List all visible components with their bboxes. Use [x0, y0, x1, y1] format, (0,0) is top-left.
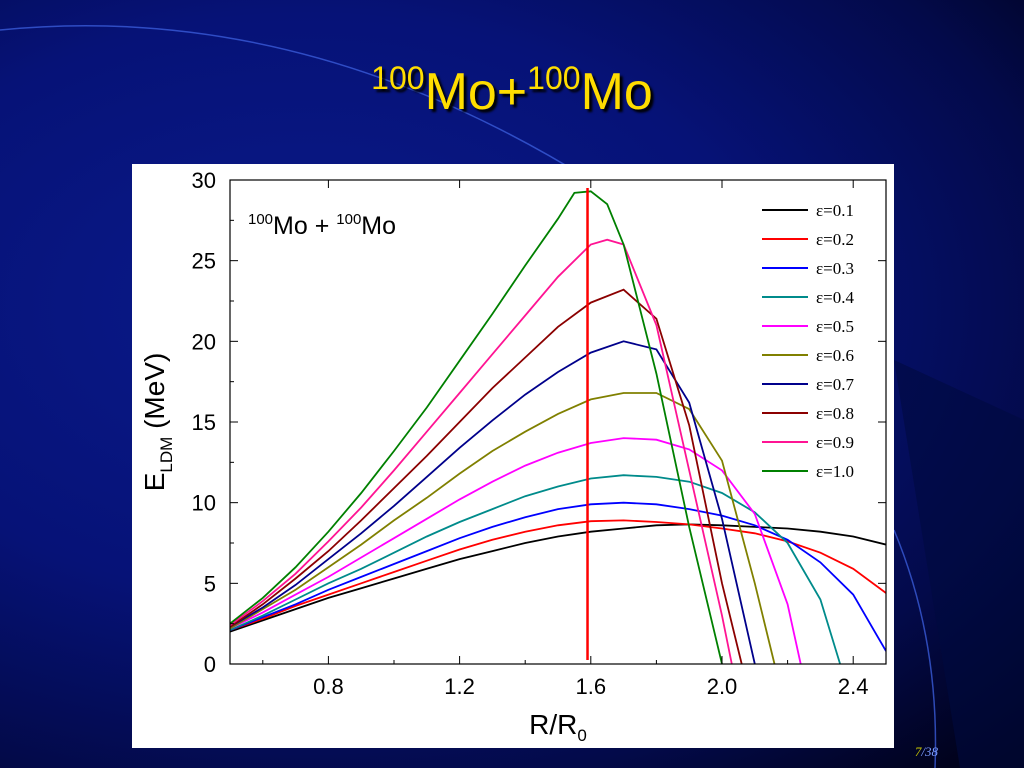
- series-line-1: [230, 523, 886, 633]
- chart-panel: 0.8 1.2 1.6 2.0 2.4 0 5 10 15 20 25 30 R/R0 ELDM (MeV…: [132, 164, 894, 748]
- page-number: 7/38: [915, 744, 938, 760]
- legend-label-6: ε=0.6: [816, 346, 854, 365]
- title-superscript-1: 100: [371, 60, 425, 96]
- plot-annotation: 100Mo + 100Mo: [248, 211, 396, 240]
- y-tick-label: 5: [204, 571, 216, 596]
- annotation-sup-1: 100: [248, 211, 273, 228]
- x-axis-label-main: R/R: [529, 709, 577, 740]
- series-line-2: [230, 519, 886, 631]
- y-axis-label-unit: (MeV): [139, 353, 170, 437]
- y-tick-label: 25: [192, 249, 216, 274]
- legend-label-8: ε=0.8: [816, 404, 854, 423]
- x-axis-label: R/R0: [529, 709, 587, 745]
- series-line-6: [230, 392, 776, 664]
- series-line-8: [230, 288, 743, 664]
- x-tick-label: 2.4: [838, 674, 869, 699]
- slide-title: 100Mo+100Mo: [0, 60, 1024, 122]
- legend-label-2: ε=0.2: [816, 230, 854, 249]
- series-line-3: [230, 501, 886, 652]
- y-tick-label: 15: [192, 410, 216, 435]
- legend-label-7: ε=0.7: [816, 375, 854, 394]
- annotation-text-2: Mo: [361, 212, 396, 240]
- y-tick-label: 10: [192, 491, 216, 516]
- legend-label-9: ε=0.9: [816, 433, 854, 452]
- y-tick-label: 20: [192, 329, 216, 354]
- legend-label-4: ε=0.4: [816, 288, 854, 307]
- series-line-4: [230, 474, 841, 664]
- x-axis-label-sub: 0: [577, 726, 586, 745]
- y-axis-label-sub: LDM: [157, 437, 176, 473]
- x-tick-label: 1.6: [576, 674, 607, 699]
- title-superscript-2: 100: [527, 60, 581, 96]
- title-text-1: Mo+: [424, 63, 528, 121]
- y-tick-label: 0: [204, 652, 216, 677]
- series-line-7: [230, 340, 756, 664]
- page-current: 7: [914, 744, 922, 759]
- legend-label-1: ε=0.1: [816, 201, 854, 220]
- x-tick-label: 1.2: [444, 674, 475, 699]
- y-axis-label-main: E: [139, 473, 170, 492]
- y-tick-label: 30: [192, 168, 216, 193]
- title-text-2: Mo: [580, 63, 653, 121]
- plot-frame: [229, 179, 887, 665]
- series-line-5: [230, 437, 802, 664]
- x-tick-label: 0.8: [313, 674, 344, 699]
- annotation-text-1: Mo +: [273, 212, 336, 240]
- series-line-9: [230, 238, 733, 664]
- y-axis-label: ELDM (MeV): [139, 353, 176, 492]
- x-tick-label: 2.0: [707, 674, 738, 699]
- legend-label-5: ε=0.5: [816, 317, 854, 336]
- annotation-sup-2: 100: [336, 211, 361, 228]
- legend-label-3: ε=0.3: [816, 259, 854, 278]
- series-line-10: [230, 190, 723, 664]
- page-total: /38: [921, 744, 938, 759]
- legend-label-10: ε=1.0: [816, 462, 854, 481]
